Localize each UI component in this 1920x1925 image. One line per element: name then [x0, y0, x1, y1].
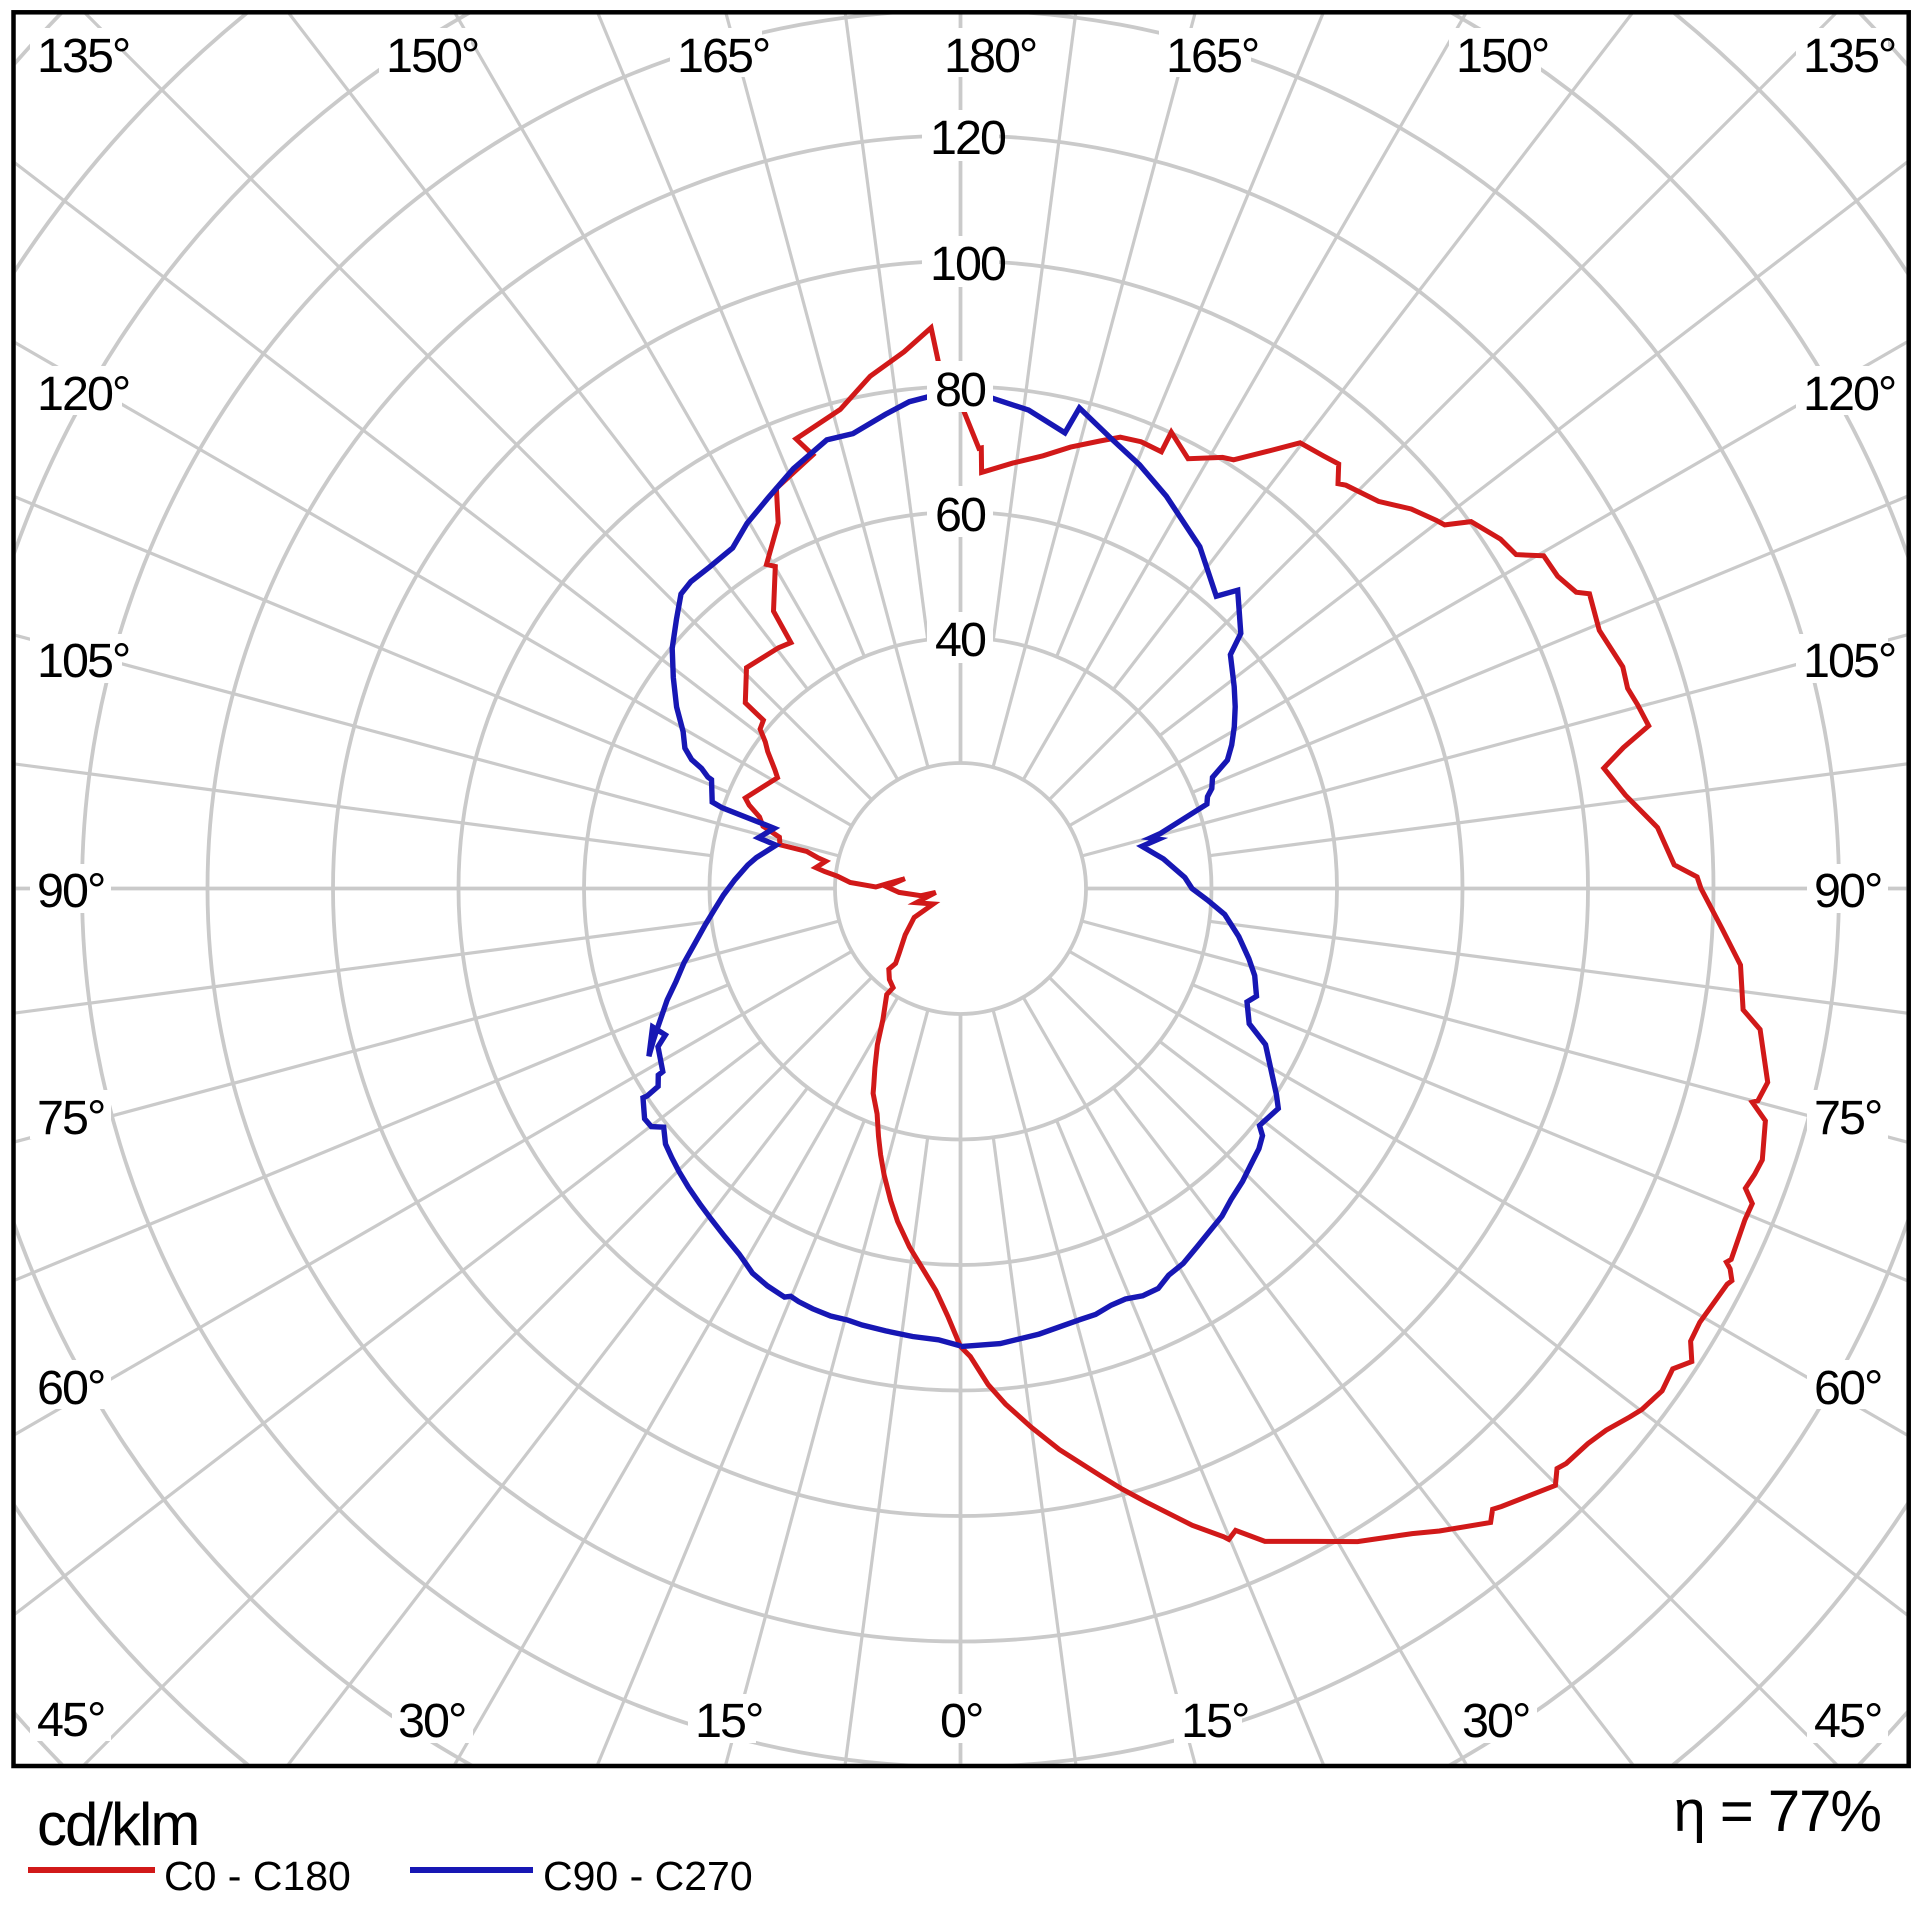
svg-text:150°: 150°	[1456, 29, 1548, 83]
svg-text:15°: 15°	[1181, 1694, 1248, 1748]
svg-text:180°: 180°	[944, 29, 1036, 83]
svg-text:165°: 165°	[1166, 29, 1258, 83]
svg-text:105°: 105°	[37, 634, 129, 688]
svg-text:80: 80	[935, 363, 986, 417]
svg-text:cd/klm: cd/klm	[37, 1791, 198, 1858]
svg-text:C0 - C180: C0 - C180	[164, 1853, 351, 1899]
svg-text:100: 100	[930, 237, 1006, 291]
svg-text:135°: 135°	[37, 29, 129, 83]
svg-text:75°: 75°	[37, 1091, 104, 1145]
svg-text:45°: 45°	[1814, 1694, 1881, 1748]
svg-text:75°: 75°	[1814, 1091, 1881, 1145]
svg-text:105°: 105°	[1803, 634, 1895, 688]
svg-text:30°: 30°	[1462, 1694, 1529, 1748]
svg-text:120°: 120°	[1803, 367, 1895, 421]
svg-text:120°: 120°	[37, 367, 129, 421]
svg-text:60: 60	[935, 488, 986, 542]
svg-text:45°: 45°	[37, 1693, 104, 1747]
svg-text:165°: 165°	[677, 29, 769, 83]
svg-text:0°: 0°	[940, 1694, 982, 1748]
svg-text:90°: 90°	[1814, 864, 1881, 918]
svg-text:90°: 90°	[37, 864, 104, 918]
svg-text:150°: 150°	[386, 29, 478, 83]
svg-text:40: 40	[935, 613, 986, 667]
svg-text:120: 120	[930, 111, 1006, 165]
svg-text:135°: 135°	[1803, 29, 1895, 83]
svg-text:60°: 60°	[1814, 1361, 1881, 1415]
svg-text:60°: 60°	[37, 1361, 104, 1415]
svg-text:15°: 15°	[695, 1694, 762, 1748]
svg-text:30°: 30°	[398, 1694, 465, 1748]
svg-text:C90 - C270: C90 - C270	[543, 1853, 753, 1899]
svg-text:η = 77%: η = 77%	[1674, 1779, 1881, 1844]
